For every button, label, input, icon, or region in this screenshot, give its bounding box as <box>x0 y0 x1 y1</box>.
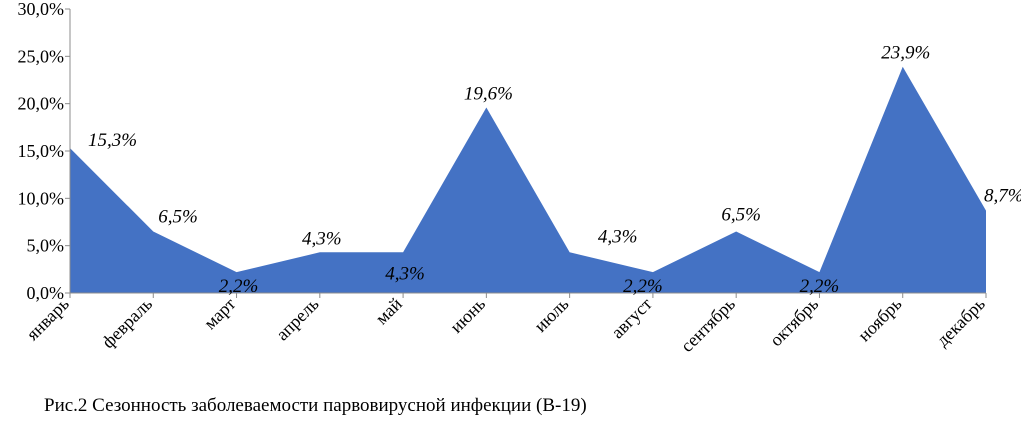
data-label: 2,2% <box>800 276 840 297</box>
data-label: 4,3% <box>302 228 342 249</box>
x-tick-label: май <box>371 293 406 328</box>
area-series <box>70 66 986 293</box>
y-tick-label: 15,0% <box>18 141 65 161</box>
x-tick-label: сентябрь <box>677 294 739 356</box>
data-label: 6,5% <box>158 206 198 227</box>
x-tick-label: март <box>200 294 240 334</box>
x-tick-label: август <box>607 294 656 343</box>
data-labels: 15,3% 6,5% 2,2% 4,3% 4,3% 19,6% 4,3% 2,2% 6,5% 2,… <box>88 43 1021 297</box>
x-tick-label: октябрь <box>766 294 822 350</box>
x-tick-label: июнь <box>446 294 489 337</box>
data-label: 2,2% <box>219 276 259 297</box>
y-tick-label: 5,0% <box>27 236 65 256</box>
data-label: 19,6% <box>464 83 513 104</box>
x-tick-label: июль <box>530 294 572 336</box>
y-tick-label: 0,0% <box>27 283 65 303</box>
figure-caption: Рис.2 Сезонность заболеваемости парвовир… <box>44 395 587 416</box>
area-chart: 0,0%5,0%10,0%15,0%20,0%25,0%30,0%январь ф… <box>18 0 1021 356</box>
data-label: 23,9% <box>881 43 930 64</box>
x-tick-label: ноябрь <box>854 294 906 346</box>
data-label: 15,3% <box>88 130 137 151</box>
y-tick-label: 25,0% <box>18 46 65 66</box>
data-label: 4,3% <box>598 226 638 247</box>
data-label: 2,2% <box>623 276 663 297</box>
data-label: 6,5% <box>721 204 761 225</box>
y-tick-label: 30,0% <box>18 0 65 19</box>
data-label: 8,7% <box>984 186 1021 207</box>
y-tick-label: 20,0% <box>18 94 65 114</box>
x-tick-label: февраль <box>98 294 156 352</box>
x-tick-label: апрель <box>272 294 323 345</box>
y-tick-label: 10,0% <box>18 188 65 208</box>
area-layer <box>70 66 986 293</box>
data-label: 4,3% <box>385 263 425 284</box>
x-tick-label: декабрь <box>932 294 989 351</box>
